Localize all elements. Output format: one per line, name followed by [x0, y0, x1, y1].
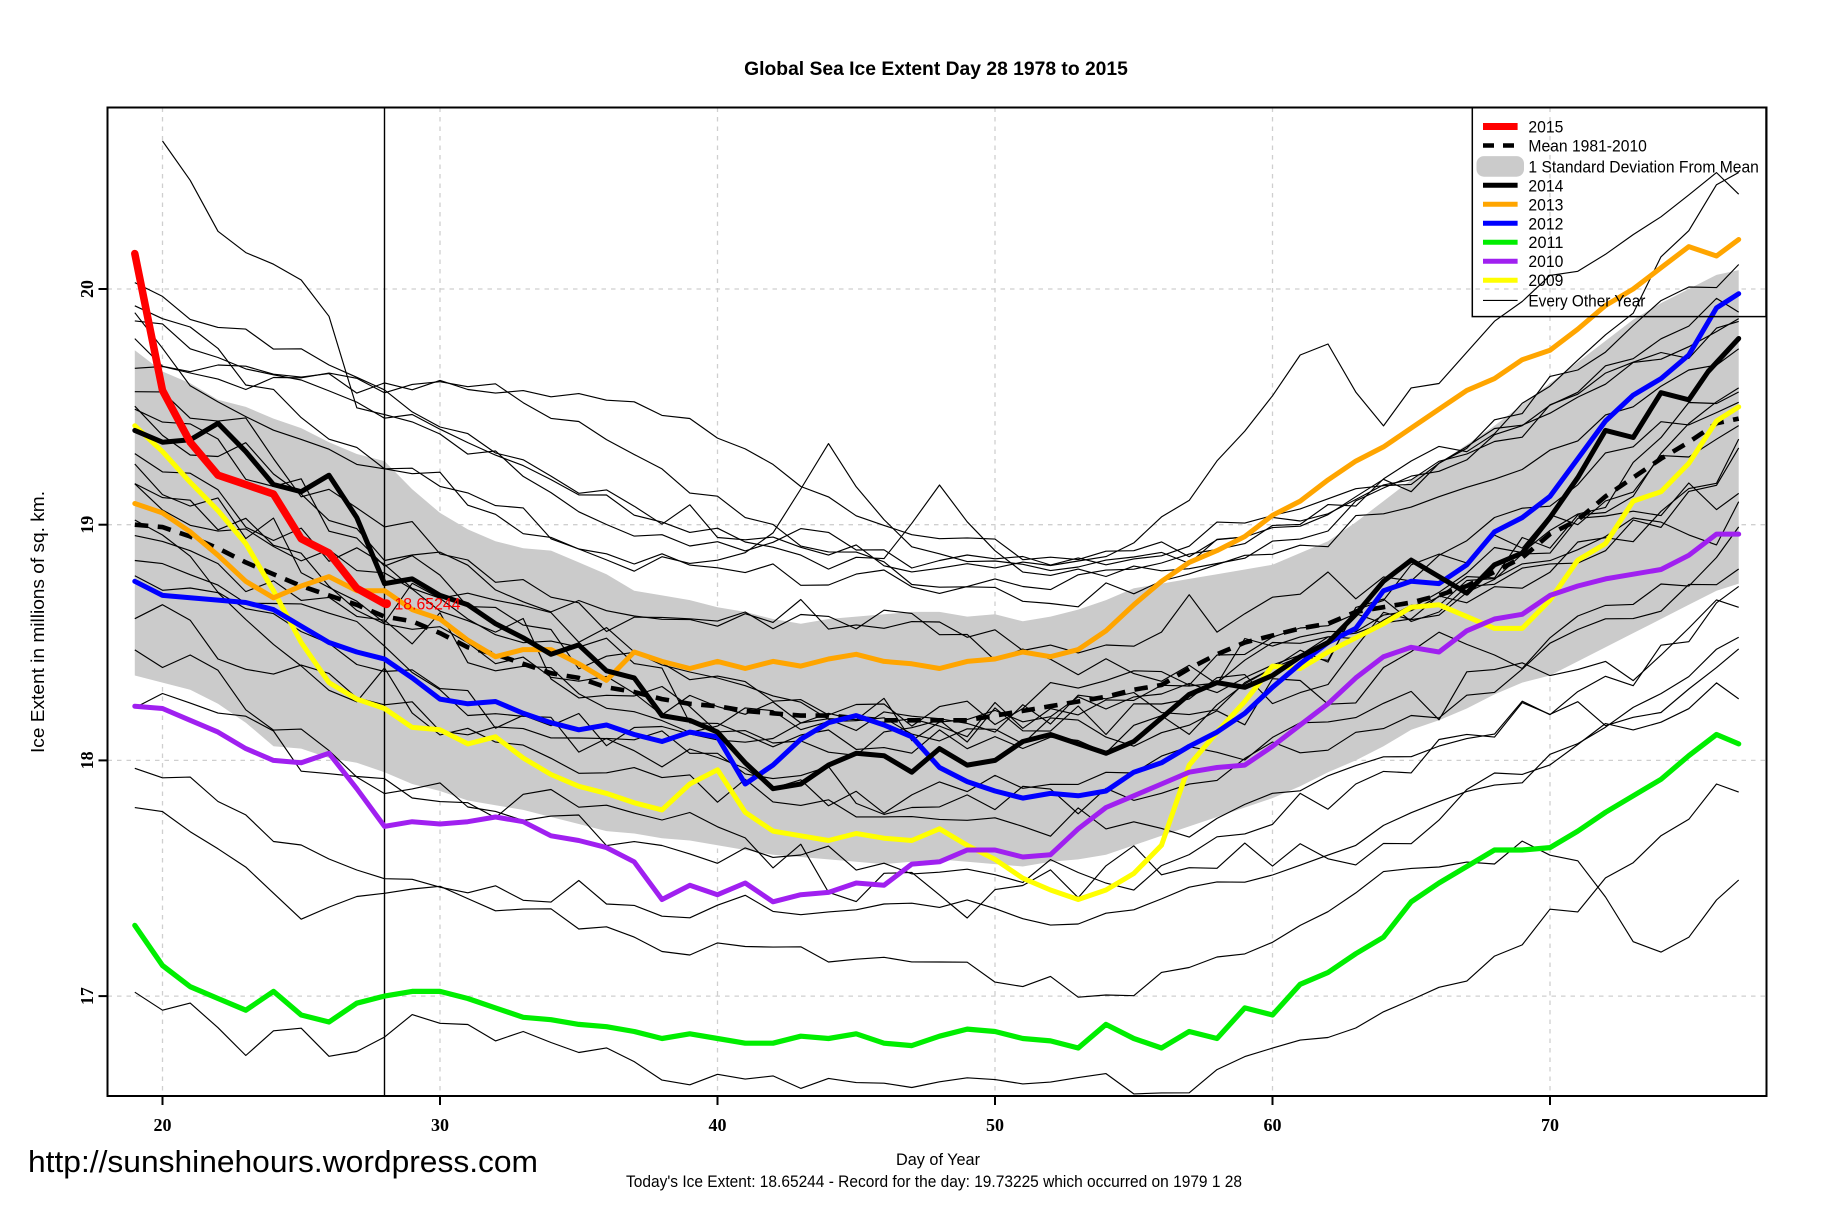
svg-text:50: 50 — [986, 1115, 1004, 1135]
svg-text:Mean 1981-2010: Mean 1981-2010 — [1528, 137, 1647, 156]
svg-text:2011: 2011 — [1528, 233, 1563, 252]
svg-text:Every Other Year: Every Other Year — [1528, 291, 1645, 310]
svg-text:30: 30 — [431, 1115, 449, 1135]
svg-text:17: 17 — [77, 987, 97, 1005]
svg-text:http://sunshinehours.wordpress: http://sunshinehours.wordpress.com — [28, 1144, 538, 1179]
svg-text:60: 60 — [1264, 1115, 1282, 1135]
svg-text:Day of Year: Day of Year — [896, 1151, 980, 1169]
svg-text:19: 19 — [77, 516, 97, 534]
svg-text:Ice Extent in millions of sq.: Ice Extent in millions of sq. km. — [28, 491, 48, 753]
svg-text:18.65244: 18.65244 — [395, 595, 461, 614]
svg-text:2012: 2012 — [1528, 214, 1563, 233]
svg-text:20: 20 — [154, 1115, 172, 1135]
svg-text:Global Sea Ice Extent Day 28 1: Global Sea Ice Extent Day 28 1978 to 201… — [744, 59, 1128, 80]
svg-text:2014: 2014 — [1528, 176, 1563, 195]
svg-text:2010: 2010 — [1528, 252, 1563, 271]
svg-text:2013: 2013 — [1528, 195, 1563, 214]
svg-text:Today's Ice Extent: 18.65244: Today's Ice Extent: 18.65244 - Record fo… — [626, 1173, 1242, 1191]
svg-text:40: 40 — [709, 1115, 727, 1135]
svg-text:2009: 2009 — [1528, 271, 1563, 290]
svg-text:18: 18 — [77, 751, 97, 769]
svg-text:70: 70 — [1541, 1115, 1559, 1135]
svg-text:2015: 2015 — [1528, 118, 1563, 137]
svg-text:1 Standard Deviation From Mean: 1 Standard Deviation From Mean — [1528, 157, 1759, 176]
svg-text:20: 20 — [77, 280, 97, 298]
